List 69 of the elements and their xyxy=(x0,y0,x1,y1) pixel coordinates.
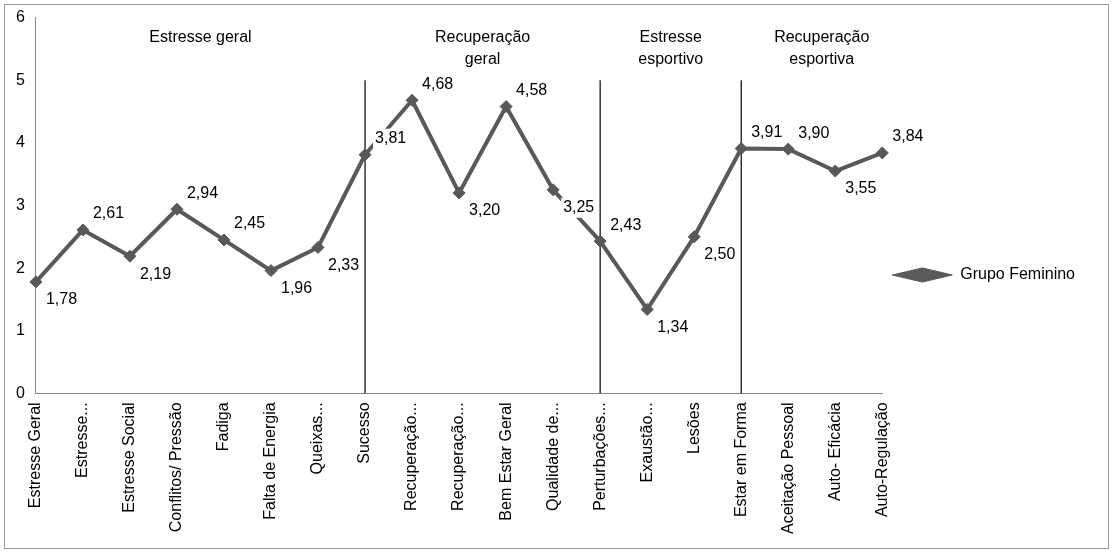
x-tick-label: Recuperação... xyxy=(449,402,467,511)
annotation: Recuperação geral xyxy=(435,28,531,68)
y-tick-label: 3 xyxy=(15,195,25,213)
point xyxy=(358,148,372,162)
data-label: 2,43 xyxy=(610,215,642,233)
x-tick-label: Estresse Social xyxy=(120,402,138,513)
x-tick-label: Sucesso xyxy=(355,402,373,464)
x-tick-label: Exaustão... xyxy=(637,402,655,483)
data-label: 1,96 xyxy=(281,279,313,297)
data-label: 2,61 xyxy=(92,204,125,222)
data-label: 3,91 xyxy=(751,122,783,140)
point xyxy=(828,164,842,178)
data-label: 2,50 xyxy=(704,245,736,263)
x-tick-label: Estresse... xyxy=(73,402,91,478)
y-tick-label: 1 xyxy=(15,321,25,339)
point xyxy=(123,249,137,263)
point xyxy=(593,234,607,248)
x-tick-label: Bem Estar Geral xyxy=(496,402,514,521)
data-label: 3,55 xyxy=(845,179,877,197)
point xyxy=(76,223,90,237)
x-tick-label: Aceitação Pessoal xyxy=(778,402,796,535)
x-tick-label: Falta de Energia xyxy=(261,402,279,520)
point xyxy=(781,142,795,156)
data-label: 3,90 xyxy=(798,123,830,141)
data-label: 3,25 xyxy=(563,198,595,216)
legend-label: Grupo Feminino xyxy=(960,265,1076,283)
x-tick-label: Auto-Regulação xyxy=(872,402,890,518)
y-tick-label: 0 xyxy=(15,383,25,401)
data-label: 1,34 xyxy=(657,317,689,335)
y-tick-label: 2 xyxy=(15,258,25,276)
x-tick-label: Fadiga xyxy=(214,402,232,452)
data-label: 2,33 xyxy=(328,255,360,273)
data-label: 4,68 xyxy=(422,74,454,92)
x-tick-label: Queixas... xyxy=(308,402,326,475)
x-tick-label: Estresse Geral xyxy=(26,402,44,509)
data-label: 3,81 xyxy=(375,129,407,147)
x-tick-label: Auto- Eficácia xyxy=(825,402,843,502)
point xyxy=(875,146,889,160)
y-tick-label: 6 xyxy=(15,8,25,26)
data-label: 3,20 xyxy=(469,201,501,219)
x-tick-label: Perturbações... xyxy=(590,402,608,511)
point xyxy=(29,275,43,289)
x-tick-label: Qualidade de... xyxy=(543,402,561,511)
data-label: 2,45 xyxy=(233,214,266,232)
x-tick-label: Estar em Forma xyxy=(731,402,749,518)
data-label: 2,94 xyxy=(186,183,219,201)
point xyxy=(640,302,654,316)
annotation: Estresse esportivo xyxy=(638,28,704,68)
annotation: Estresse geral xyxy=(149,28,252,46)
data-label: 4,58 xyxy=(516,80,548,98)
point xyxy=(170,202,184,216)
point xyxy=(311,240,325,254)
point xyxy=(546,183,560,197)
x-tick-label: Conflitos/ Pressão xyxy=(167,402,185,533)
y-tick-label: 5 xyxy=(15,70,25,88)
data-label: 3,84 xyxy=(892,127,924,145)
point xyxy=(264,264,278,278)
data-label: 1,78 xyxy=(45,290,78,308)
annotation: Recuperação esportiva xyxy=(774,28,870,68)
y-tick-label: 4 xyxy=(15,133,25,151)
point xyxy=(452,186,466,200)
x-tick-label: Recuperação... xyxy=(402,402,420,511)
x-tick-label: Lesões xyxy=(684,402,702,454)
point xyxy=(217,233,231,247)
point xyxy=(405,93,419,107)
point xyxy=(687,230,701,244)
point xyxy=(734,141,748,155)
data-label: 2,19 xyxy=(139,264,172,282)
point xyxy=(499,100,513,114)
